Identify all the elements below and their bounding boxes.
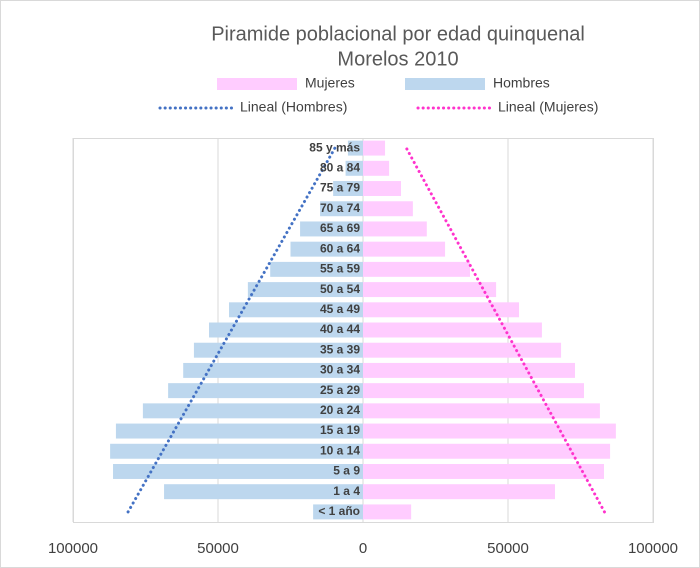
bar <box>270 261 363 277</box>
bar <box>168 383 363 399</box>
bar <box>363 241 446 257</box>
category-label: 45 a 49 <box>320 302 360 316</box>
bar <box>320 201 363 217</box>
x-tick-label: 50000 <box>197 540 239 557</box>
bar <box>363 201 413 217</box>
bar <box>300 221 363 237</box>
bar <box>363 403 600 419</box>
category-label: 80 a 84 <box>320 160 360 174</box>
bar <box>115 423 363 439</box>
bar <box>313 504 363 520</box>
category-label: 30 a 34 <box>320 363 360 377</box>
bar <box>363 160 390 176</box>
category-label: 55 a 59 <box>320 262 360 276</box>
bar <box>363 362 575 378</box>
category-label: 35 a 39 <box>320 342 360 356</box>
bar <box>363 423 616 439</box>
legend-swatch <box>217 78 297 90</box>
bar <box>363 322 542 338</box>
chart-subtitle: Morelos 2010 <box>337 48 458 70</box>
bar <box>363 140 386 156</box>
bar <box>110 443 364 459</box>
bar <box>229 302 363 318</box>
category-label: < 1 año <box>318 504 360 518</box>
bar <box>333 181 363 197</box>
bar <box>113 463 364 479</box>
chart-title: Piramide poblacional por edad quinquenal <box>211 23 585 45</box>
legend-label: Mujeres <box>305 75 355 91</box>
category-label: 40 a 44 <box>320 322 360 336</box>
bar <box>363 261 471 277</box>
x-tick-label: 50000 <box>487 540 529 557</box>
bar <box>142 403 363 419</box>
trend-line <box>126 146 337 514</box>
bar <box>363 302 520 318</box>
x-tick-label: 0 <box>359 540 367 557</box>
bar <box>347 140 363 156</box>
category-label: 50 a 54 <box>320 282 360 296</box>
category-label: 15 a 19 <box>320 423 360 437</box>
category-label: 25 a 29 <box>320 383 360 397</box>
bar <box>247 282 363 298</box>
legend-label: Hombres <box>493 75 550 91</box>
x-tick-label: 100000 <box>628 540 678 557</box>
bar <box>363 342 562 358</box>
bar <box>363 484 555 500</box>
bar <box>363 181 401 197</box>
category-label: 1 a 4 <box>333 484 360 498</box>
bar <box>345 160 363 176</box>
bar <box>363 383 584 399</box>
bar <box>363 504 412 520</box>
legend-label: Lineal (Mujeres) <box>498 99 598 115</box>
bar <box>183 362 363 378</box>
bar <box>363 282 497 298</box>
category-label: 85 y más <box>309 140 360 154</box>
category-label: 10 a 14 <box>320 443 360 457</box>
bar <box>290 241 363 257</box>
x-tick-label: 100000 <box>48 540 98 557</box>
bar <box>193 342 363 358</box>
legend-label: Lineal (Hombres) <box>240 99 347 115</box>
category-label: 65 a 69 <box>320 221 360 235</box>
bar <box>209 322 363 338</box>
bar <box>164 484 363 500</box>
category-label: 75 a 79 <box>320 181 360 195</box>
category-label: 60 a 64 <box>320 241 360 255</box>
legend-swatch <box>405 78 485 90</box>
category-label: 70 a 74 <box>320 201 360 215</box>
bar <box>363 463 604 479</box>
bar <box>363 443 611 459</box>
category-label: 5 a 9 <box>333 464 360 478</box>
bar <box>363 221 427 237</box>
category-label: 20 a 24 <box>320 403 360 417</box>
